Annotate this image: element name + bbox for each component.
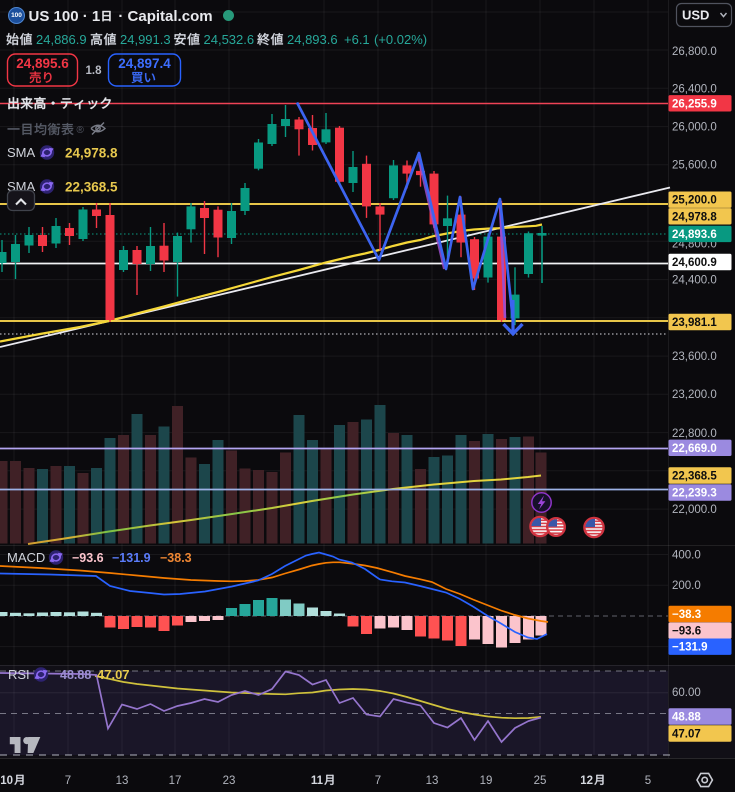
svg-text:−93.6: −93.6: [72, 551, 104, 565]
svg-text:24,532.6: 24,532.6: [204, 32, 255, 47]
svg-text:24,978.8: 24,978.8: [672, 211, 717, 223]
svg-text:200.0: 200.0: [672, 580, 701, 592]
svg-text:MACD: MACD: [7, 550, 45, 565]
svg-text:24,600.9: 24,600.9: [672, 257, 717, 269]
svg-text:22,239.3: 22,239.3: [672, 488, 717, 500]
svg-text:23,200.0: 23,200.0: [672, 389, 717, 401]
svg-text:7: 7: [375, 775, 381, 787]
svg-text:13: 13: [426, 775, 439, 787]
svg-text:26,800.0: 26,800.0: [672, 46, 717, 58]
svg-text:17: 17: [169, 775, 182, 787]
svg-text:7: 7: [65, 775, 71, 787]
svg-text:1.8: 1.8: [86, 65, 103, 77]
svg-text:24,991.3: 24,991.3: [120, 32, 171, 47]
svg-text:60.00: 60.00: [672, 687, 701, 699]
svg-text:24,895.6: 24,895.6: [16, 56, 69, 71]
svg-text:11: 11: [311, 775, 324, 787]
svg-text:−131.9: −131.9: [112, 551, 151, 565]
svg-text:26,000.0: 26,000.0: [672, 122, 717, 134]
svg-text:22,368.5: 22,368.5: [65, 180, 118, 195]
svg-text:47.07: 47.07: [97, 667, 130, 682]
svg-text:26,255.9: 26,255.9: [672, 98, 717, 110]
svg-text:47.07: 47.07: [672, 729, 701, 741]
svg-text:−38.3: −38.3: [672, 609, 701, 621]
svg-text:12: 12: [580, 775, 593, 787]
svg-text:(+0.02%): (+0.02%): [374, 32, 427, 47]
svg-text:22,800.0: 22,800.0: [672, 428, 717, 440]
svg-text:USD: USD: [682, 8, 709, 23]
svg-text:400.0: 400.0: [672, 550, 701, 562]
svg-text:13: 13: [116, 775, 129, 787]
svg-text:23,981.1: 23,981.1: [672, 317, 717, 329]
svg-text:23,600.0: 23,600.0: [672, 351, 717, 363]
svg-text:24,978.8: 24,978.8: [65, 146, 118, 161]
svg-text:25,200.0: 25,200.0: [672, 195, 717, 207]
svg-text:−38.3: −38.3: [160, 551, 192, 565]
svg-text:24,893.6: 24,893.6: [287, 32, 338, 47]
svg-text:22,669.0: 22,669.0: [672, 443, 717, 455]
svg-text:5: 5: [645, 775, 651, 787]
svg-text:24,893.6: 24,893.6: [672, 229, 717, 241]
svg-text:22,368.5: 22,368.5: [672, 471, 717, 483]
svg-text:−93.6: −93.6: [672, 626, 701, 638]
svg-text:26,400.0: 26,400.0: [672, 84, 717, 96]
svg-text:RSI: RSI: [8, 667, 30, 682]
svg-text:25,600.0: 25,600.0: [672, 160, 717, 172]
svg-text:−131.9: −131.9: [672, 642, 708, 654]
svg-text:22,000.0: 22,000.0: [672, 504, 717, 516]
svg-text:25: 25: [534, 775, 547, 787]
svg-text:®: ®: [77, 125, 85, 136]
svg-text:23: 23: [223, 775, 236, 787]
svg-text:24,400.0: 24,400.0: [672, 275, 717, 287]
svg-text:24,897.4: 24,897.4: [118, 56, 171, 71]
svg-text:24,886.9: 24,886.9: [36, 32, 87, 47]
svg-text:48.88: 48.88: [60, 668, 91, 682]
svg-text:10: 10: [0, 775, 13, 787]
svg-text:+6.1: +6.1: [344, 32, 370, 47]
svg-text:48.88: 48.88: [672, 712, 701, 724]
svg-text:SMA: SMA: [7, 145, 36, 160]
svg-text:19: 19: [480, 775, 493, 787]
